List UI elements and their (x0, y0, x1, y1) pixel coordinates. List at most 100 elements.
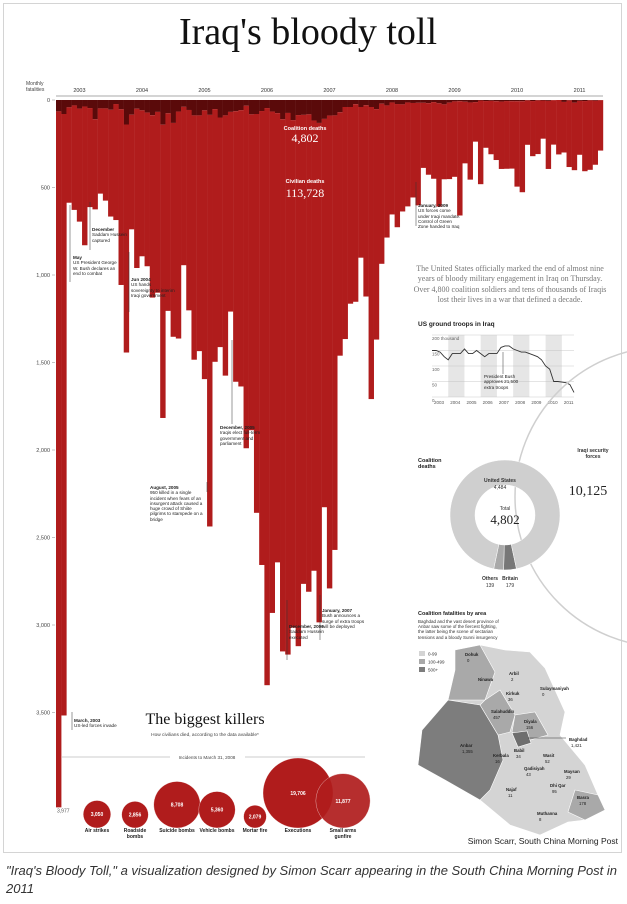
area-name: Muthanna (537, 811, 558, 816)
security-forces-name: Iraqi security forces (577, 448, 609, 460)
bar-segment (280, 119, 286, 652)
bar-segment (207, 100, 213, 115)
bar-segment (160, 124, 166, 418)
area-name: Dhi Qar (550, 783, 566, 788)
bar-segment (248, 114, 255, 431)
bar-segment (571, 100, 578, 103)
bar-segment (493, 101, 500, 161)
area-name: Baghdad (569, 737, 588, 742)
bar-segment (233, 111, 239, 382)
bar-segment (264, 100, 270, 109)
area-value: 11 (508, 793, 513, 798)
bar-segment (149, 100, 156, 116)
annotation: December, 2005 Iraqis elect full-term gov… (220, 425, 264, 446)
annotation-date: January, 2009 (418, 203, 449, 208)
annotation-text: Saddam Hussein executed (289, 629, 324, 640)
bar-segment (154, 100, 161, 112)
bubble-label: 3,050 (91, 812, 104, 818)
bubble (198, 791, 236, 829)
troops-line (432, 345, 575, 393)
bar-segment (102, 108, 109, 201)
bar-segment (285, 112, 291, 655)
annotation: August, 2005 950 killed in a single incid… (150, 485, 205, 522)
legend-swatch (419, 651, 425, 656)
bar-segment (389, 100, 395, 103)
bar-segment (332, 100, 338, 116)
bar-segment (144, 100, 150, 113)
bar-segment (378, 103, 385, 264)
bubble-label: 2,079 (249, 815, 262, 821)
area-value: 43 (526, 772, 531, 777)
x-tick-label: 2007 (323, 88, 335, 94)
area-name: Dohuk (465, 652, 479, 657)
x-tick-label: 2010 (511, 88, 523, 94)
bar-segment (524, 100, 531, 145)
bar-segment (540, 100, 546, 139)
bubble (315, 773, 371, 829)
area-value: 1,355 (462, 749, 473, 754)
bar-segment (436, 100, 442, 104)
series-total: 113,728 (286, 186, 325, 200)
bar-segment (337, 112, 343, 356)
bubble-name: Mortar fire (242, 828, 268, 834)
annotation-date: January, 2007 (322, 608, 353, 613)
bar-segment (87, 108, 93, 208)
bar-segment (446, 102, 453, 180)
bubble (121, 801, 149, 829)
bar-segment (113, 100, 119, 105)
x-tick-label: 2008 (515, 400, 526, 405)
bar-segment (238, 100, 244, 111)
area-name: Basra (577, 795, 590, 800)
bar-segment (92, 100, 98, 120)
slice-label: Others (482, 576, 498, 582)
area-name: Anbar (460, 743, 473, 748)
infographic: Iraq's bloody toll 05001,0001,5002,0002,… (36, 11, 627, 836)
bar-segment (597, 100, 604, 151)
bar-segment (425, 103, 432, 175)
series-total: 4,802 (292, 131, 319, 145)
bar-segment (259, 111, 265, 565)
bar-segment (545, 100, 552, 101)
annotation-text: Bush announces a surge of extra troops w… (322, 613, 365, 629)
bar-segment (212, 109, 218, 362)
bar-segment (358, 100, 364, 107)
bar-segment (108, 100, 114, 110)
bar-segment (358, 107, 364, 258)
bar-segment (566, 100, 572, 168)
bar-segment (253, 100, 260, 114)
bar-segment (347, 107, 354, 304)
area-name: Wasit (543, 753, 555, 758)
x-tick-label: 2004 (450, 400, 461, 405)
bar-segment (170, 122, 177, 337)
bar-segment (285, 100, 291, 113)
bar-segment (248, 100, 255, 115)
y-tick-label: 1,000 (36, 273, 50, 279)
bar-segment (295, 115, 302, 647)
bar-segment (519, 100, 526, 102)
y-tick-label: 100 (432, 367, 440, 372)
credit: Simon Scarr, South China Morning Post (467, 836, 618, 846)
bar-segment (280, 100, 286, 120)
map-anbar (417, 699, 504, 801)
bar-segment (160, 100, 166, 125)
x-tick-label: 2009 (531, 400, 542, 405)
bar-segment (441, 104, 447, 180)
bar-segment (274, 100, 281, 114)
annotation-date: March, 2003 (74, 718, 101, 723)
map-title: Coalition fatalities by area (418, 611, 487, 617)
series-label: Civilian deaths (286, 179, 325, 185)
security-forces-value: 10,125 (568, 484, 608, 499)
bar-segment (295, 100, 302, 116)
bar-segment (446, 100, 453, 103)
annotation: January, 2009 US forces come under Iraqi … (418, 203, 462, 229)
bar-segment (306, 114, 312, 592)
bar-segment (134, 100, 140, 109)
x-tick-label: 2005 (466, 400, 477, 405)
area-name: Maysan (564, 769, 580, 774)
bar-segment (535, 100, 541, 155)
security-forces-arc (514, 351, 627, 643)
area-value: 0 (467, 658, 470, 663)
bar-segment (477, 100, 484, 101)
annotation: May US President George W. Bush declares … (73, 255, 117, 276)
